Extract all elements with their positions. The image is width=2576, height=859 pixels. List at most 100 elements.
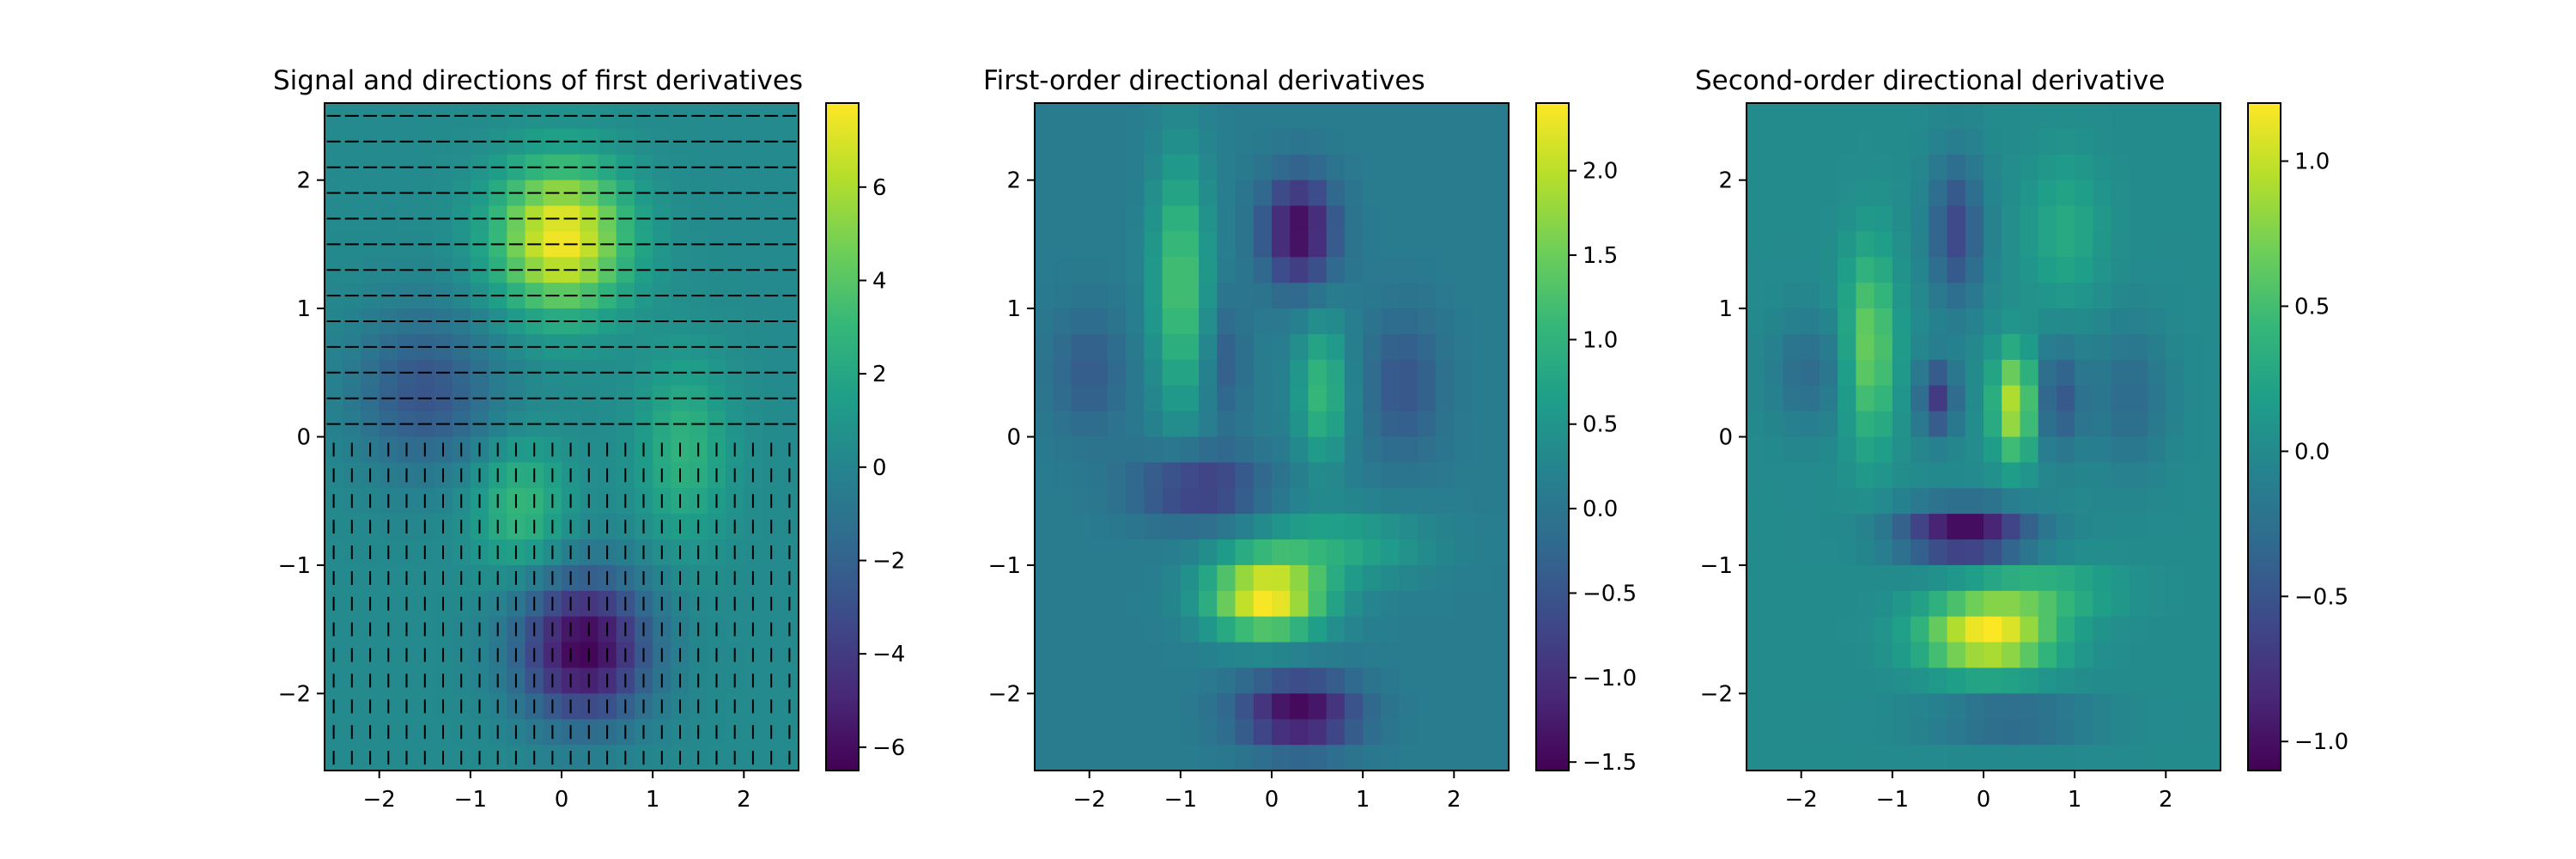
heatmap-cell bbox=[2129, 642, 2148, 669]
heatmap-cell bbox=[1089, 436, 1109, 463]
heatmap-cell bbox=[1765, 283, 1784, 309]
heatmap-cell bbox=[2166, 205, 2185, 233]
heatmap-cell bbox=[1399, 385, 1419, 412]
heatmap-cell bbox=[2038, 667, 2057, 694]
heatmap-cell bbox=[2056, 642, 2075, 669]
heatmap-cell bbox=[1929, 411, 1948, 438]
heatmap-cell bbox=[1290, 667, 1309, 694]
heatmap-cell bbox=[1199, 719, 1218, 746]
heatmap-cell bbox=[1417, 154, 1437, 181]
heatmap-cell bbox=[1363, 154, 1382, 181]
x-tick-label: −1 bbox=[1876, 787, 1909, 813]
heatmap-cell bbox=[1253, 436, 1273, 463]
y-tick-label: −2 bbox=[278, 681, 311, 707]
heatmap-cell bbox=[1947, 462, 1966, 489]
heatmap-cell bbox=[1417, 719, 1437, 746]
heatmap-cell bbox=[2093, 257, 2112, 283]
heatmap-cell bbox=[1272, 667, 1291, 694]
heatmap-cell bbox=[1783, 308, 1802, 335]
heatmap-cell bbox=[2056, 564, 2075, 592]
heatmap-cell bbox=[1144, 642, 1163, 669]
heatmap-cell bbox=[1947, 514, 1966, 540]
heatmap-cell bbox=[1290, 411, 1309, 438]
heatmap-cell bbox=[1819, 642, 1838, 669]
heatmap-cell bbox=[1199, 514, 1218, 540]
heatmap-cell bbox=[2020, 462, 2039, 489]
heatmap-cell bbox=[1417, 308, 1437, 335]
heatmap-cell bbox=[1363, 257, 1382, 283]
heatmap-cell bbox=[1253, 642, 1273, 669]
heatmap-cell bbox=[2075, 411, 2093, 438]
heatmap-cell bbox=[1053, 514, 1072, 540]
heatmap-cell bbox=[1838, 462, 1856, 489]
heatmap-cell bbox=[1801, 642, 1820, 669]
heatmap-cell bbox=[1089, 719, 1109, 746]
heatmap-cell bbox=[2166, 667, 2185, 694]
heatmap-cell bbox=[1965, 385, 1984, 412]
heatmap-cell bbox=[1235, 205, 1255, 233]
heatmap-cell bbox=[2148, 385, 2166, 412]
heatmap-cell bbox=[2111, 359, 2130, 387]
heatmap-cell bbox=[2038, 539, 2057, 566]
heatmap-cell bbox=[1126, 693, 1145, 720]
heatmap-cell bbox=[1144, 359, 1163, 387]
heatmap-cell bbox=[1819, 103, 1838, 130]
heatmap-cell bbox=[1272, 514, 1291, 540]
heatmap-cell bbox=[2020, 180, 2039, 207]
heatmap-cell bbox=[1929, 205, 1948, 233]
heatmap-cell bbox=[2202, 283, 2221, 309]
heatmap-cell bbox=[1911, 564, 1929, 592]
heatmap-cell bbox=[1126, 180, 1145, 207]
heatmap-cell bbox=[1089, 333, 1109, 361]
heatmap-cell bbox=[1911, 719, 1929, 746]
colorbar-tick-label: 0.0 bbox=[2294, 439, 2330, 465]
heatmap-cell bbox=[1326, 616, 1346, 643]
heatmap-cell bbox=[1290, 103, 1309, 130]
heatmap-cell bbox=[1801, 359, 1820, 387]
heatmap-cell bbox=[1344, 436, 1364, 463]
heatmap-cell bbox=[1472, 231, 1492, 258]
heatmap-cell bbox=[1819, 333, 1838, 361]
heatmap-cell bbox=[2075, 385, 2093, 412]
heatmap-cell bbox=[1947, 128, 1966, 155]
heatmap-cell bbox=[1929, 359, 1948, 387]
heatmap-cell bbox=[2202, 488, 2221, 515]
heatmap-cell bbox=[1892, 719, 1911, 746]
heatmap-cell bbox=[1984, 436, 2002, 463]
heatmap-cell bbox=[2002, 180, 2021, 207]
heatmap-cell bbox=[2166, 333, 2185, 361]
heatmap-cell bbox=[1235, 667, 1255, 694]
heatmap-cell bbox=[1107, 359, 1127, 387]
heatmap-cell bbox=[2202, 719, 2221, 746]
heatmap-cell bbox=[2020, 693, 2039, 720]
heatmap-cell bbox=[2184, 436, 2203, 463]
heatmap-cell bbox=[1272, 462, 1291, 489]
heatmap-cell bbox=[1217, 154, 1236, 181]
heatmap-cell bbox=[1144, 205, 1163, 233]
heatmap-cell bbox=[1053, 719, 1072, 746]
heatmap-cell bbox=[1984, 257, 2002, 283]
heatmap-cell bbox=[1856, 359, 1875, 387]
heatmap-cell bbox=[1984, 642, 2002, 669]
heatmap-cell bbox=[1874, 180, 1893, 207]
heatmap-cell bbox=[1326, 359, 1346, 387]
heatmap-cell bbox=[1399, 539, 1419, 566]
heatmap-cell bbox=[1929, 257, 1948, 283]
colorbar-tick-label: 0.5 bbox=[2294, 294, 2330, 320]
heatmap-cell bbox=[1089, 667, 1109, 694]
panel-first-order: −2 −1 0 1 2 −2 −1 0 1 2 First-order directional de… bbox=[983, 65, 1637, 813]
heatmap-cell bbox=[2129, 231, 2148, 258]
heatmap-cell bbox=[1399, 667, 1419, 694]
heatmap-cell bbox=[1472, 205, 1492, 233]
heatmap-cell bbox=[1747, 283, 1765, 309]
heatmap-cell bbox=[2184, 642, 2203, 669]
heatmap-cell bbox=[2075, 359, 2093, 387]
heatmap-cell bbox=[1856, 616, 1875, 643]
heatmap-cell bbox=[1217, 564, 1236, 592]
heatmap-cell bbox=[1454, 745, 1473, 771]
heatmap-cell bbox=[2129, 719, 2148, 746]
heatmap-cell bbox=[1856, 257, 1875, 283]
heatmap-cell bbox=[1965, 436, 1984, 463]
heatmap-cell bbox=[1199, 128, 1218, 155]
heatmap-cell bbox=[1783, 719, 1802, 746]
